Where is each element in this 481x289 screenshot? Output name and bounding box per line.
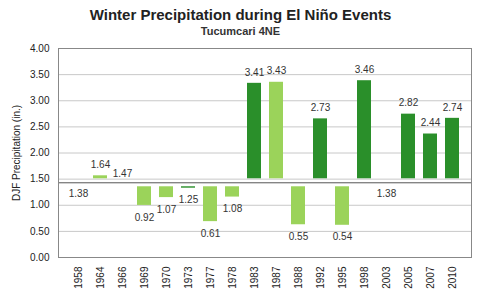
svg-text:1966: 1966 [117, 266, 128, 289]
svg-text:1.38: 1.38 [69, 188, 89, 199]
svg-text:1970: 1970 [161, 266, 172, 289]
svg-text:1.08: 1.08 [223, 203, 243, 214]
html-text:Winter Precipitation during El: Winter Precipitation during El Niño Even… [89, 6, 392, 23]
svg-text:1.50: 1.50 [30, 173, 50, 184]
svg-text:3.43: 3.43 [267, 65, 287, 76]
svg-text:0.55: 0.55 [289, 231, 309, 242]
svg-text:1.25: 1.25 [179, 194, 199, 205]
svg-text:2007: 2007 [425, 266, 436, 289]
svg-text:2005: 2005 [403, 266, 414, 289]
svg-text:1.00: 1.00 [30, 199, 50, 210]
svg-text:1995: 1995 [337, 266, 348, 289]
svg-text:1.38: 1.38 [377, 188, 397, 199]
svg-text:2.73: 2.73 [311, 102, 331, 113]
svg-text:1958: 1958 [73, 266, 84, 289]
html-text:Tucumcari 4NE: Tucumcari 4NE [200, 25, 281, 37]
svg-text:2003: 2003 [381, 266, 392, 289]
svg-text:1.47: 1.47 [113, 168, 133, 179]
svg-text:1998: 1998 [359, 266, 370, 289]
svg-text:3.46: 3.46 [355, 64, 375, 75]
svg-text:1978: 1978 [227, 266, 238, 289]
svg-text:1969: 1969 [139, 266, 150, 289]
svg-text:2.00: 2.00 [30, 147, 50, 158]
svg-text:DJF Precipitation (in.): DJF Precipitation (in.) [11, 105, 22, 201]
svg-text:1992: 1992 [315, 266, 326, 289]
svg-text:1.64: 1.64 [91, 159, 111, 170]
svg-text:0.61: 0.61 [201, 228, 221, 239]
svg-text:0.00: 0.00 [30, 252, 50, 263]
svg-text:2.82: 2.82 [399, 97, 419, 108]
svg-text:3.00: 3.00 [30, 95, 50, 106]
svg-text:2.50: 2.50 [30, 121, 50, 132]
svg-text:1983: 1983 [249, 266, 260, 289]
svg-text:4.00: 4.00 [30, 43, 50, 54]
svg-text:0.50: 0.50 [30, 226, 50, 237]
svg-text:1.07: 1.07 [157, 204, 177, 215]
svg-text:2010: 2010 [447, 266, 458, 289]
svg-text:1973: 1973 [183, 266, 194, 289]
svg-text:1964: 1964 [95, 266, 106, 289]
svg-text:0.54: 0.54 [333, 231, 353, 242]
svg-text:3.50: 3.50 [30, 69, 50, 80]
svg-text:2.44: 2.44 [421, 117, 441, 128]
svg-text:1987: 1987 [271, 266, 282, 289]
svg-text:3.41: 3.41 [245, 67, 265, 78]
svg-text:1977: 1977 [205, 266, 216, 289]
svg-text:2.74: 2.74 [443, 102, 463, 113]
svg-text:1988: 1988 [293, 266, 304, 289]
svg-text:0.92: 0.92 [135, 212, 155, 223]
